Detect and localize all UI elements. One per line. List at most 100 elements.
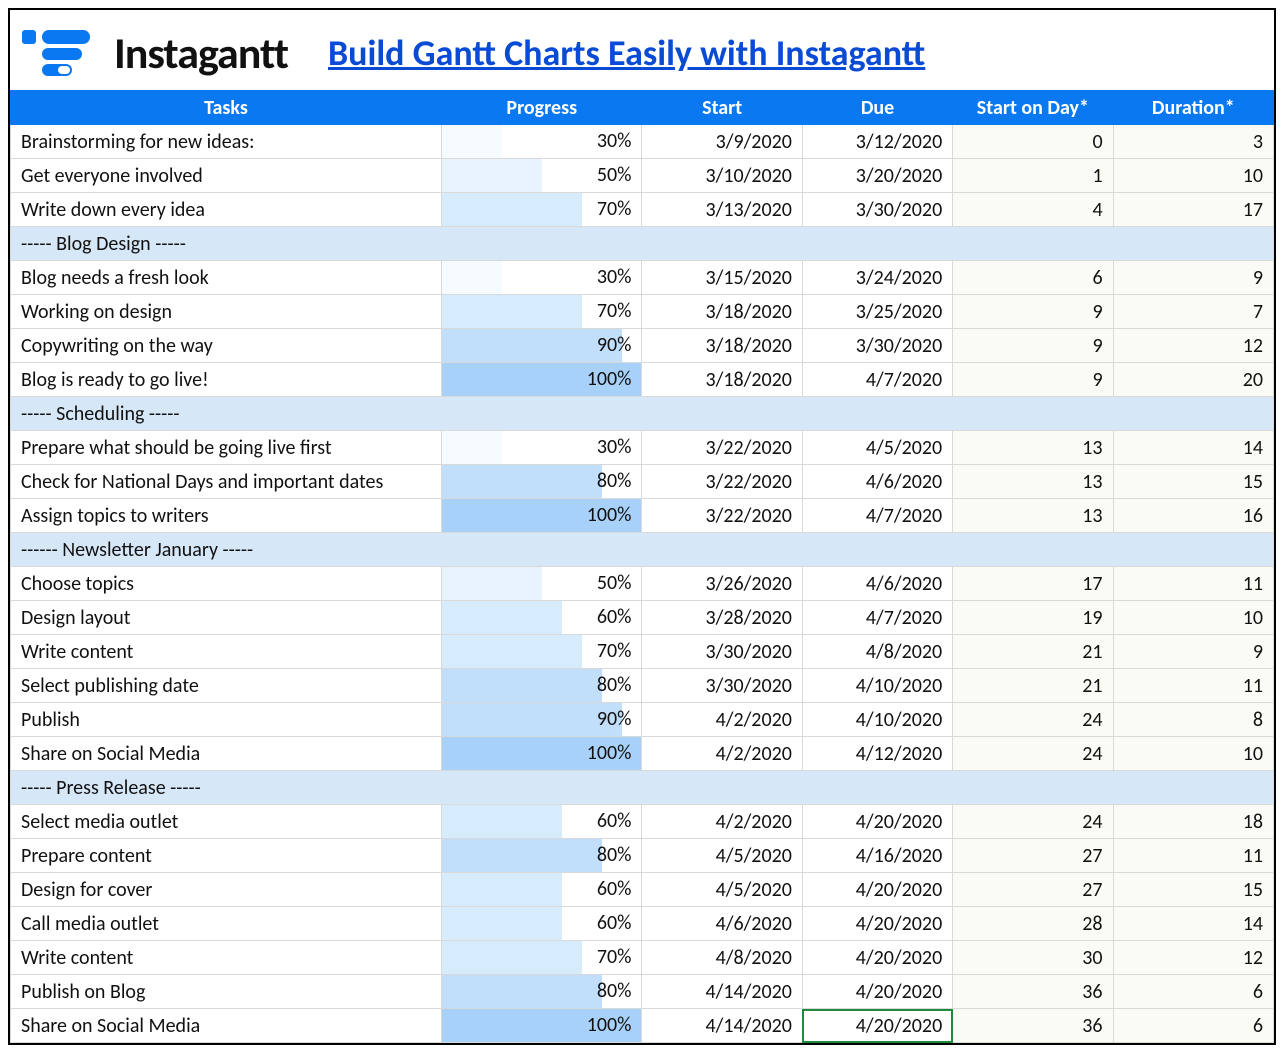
start-day-cell[interactable]: 17 (953, 567, 1113, 601)
table-row[interactable]: Write content70%3/30/20204/8/2020219 (11, 635, 1274, 669)
due-cell[interactable]: 4/10/2020 (802, 703, 952, 737)
task-cell[interactable]: Working on design (11, 295, 442, 329)
start-day-cell[interactable]: 9 (953, 295, 1113, 329)
start-cell[interactable]: 4/2/2020 (642, 737, 802, 771)
task-cell[interactable]: Design for cover (11, 873, 442, 907)
table-row[interactable]: Design for cover60%4/5/20204/20/20202715 (11, 873, 1274, 907)
start-cell[interactable]: 3/22/2020 (642, 431, 802, 465)
start-day-cell[interactable]: 24 (953, 737, 1113, 771)
start-day-cell[interactable]: 21 (953, 669, 1113, 703)
start-day-cell[interactable]: 24 (953, 805, 1113, 839)
table-row[interactable]: Working on design70%3/18/20203/25/202097 (11, 295, 1274, 329)
duration-cell[interactable]: 11 (1113, 839, 1273, 873)
duration-cell[interactable]: 7 (1113, 295, 1273, 329)
duration-cell[interactable]: 10 (1113, 737, 1273, 771)
start-cell[interactable]: 3/22/2020 (642, 465, 802, 499)
duration-cell[interactable]: 14 (1113, 431, 1273, 465)
progress-cell[interactable]: 70% (442, 193, 642, 227)
progress-cell[interactable]: 100% (442, 737, 642, 771)
table-row[interactable]: Prepare content80%4/5/20204/16/20202711 (11, 839, 1274, 873)
col-progress[interactable]: Progress (442, 91, 642, 125)
progress-cell[interactable]: 30% (442, 431, 642, 465)
start-cell[interactable]: 4/8/2020 (642, 941, 802, 975)
start-cell[interactable]: 3/26/2020 (642, 567, 802, 601)
start-day-cell[interactable]: 19 (953, 601, 1113, 635)
start-day-cell[interactable]: 13 (953, 465, 1113, 499)
table-row[interactable]: Blog is ready to go live!100%3/18/20204/… (11, 363, 1274, 397)
progress-cell[interactable]: 50% (442, 567, 642, 601)
duration-cell[interactable]: 6 (1113, 975, 1273, 1009)
section-label[interactable]: ----- Scheduling ----- (11, 397, 1274, 431)
progress-cell[interactable]: 70% (442, 295, 642, 329)
task-cell[interactable]: Write down every idea (11, 193, 442, 227)
progress-cell[interactable]: 80% (442, 669, 642, 703)
table-row[interactable]: Choose topics50%3/26/20204/6/20201711 (11, 567, 1274, 601)
headline-link[interactable]: Build Gantt Charts Easily with Instagant… (328, 31, 925, 75)
progress-cell[interactable]: 30% (442, 261, 642, 295)
start-cell[interactable]: 4/5/2020 (642, 839, 802, 873)
start-day-cell[interactable]: 0 (953, 125, 1113, 159)
start-cell[interactable]: 3/18/2020 (642, 329, 802, 363)
due-cell[interactable]: 4/6/2020 (802, 567, 952, 601)
start-cell[interactable]: 4/14/2020 (642, 1009, 802, 1043)
due-cell[interactable]: 4/7/2020 (802, 601, 952, 635)
due-cell[interactable]: 4/20/2020 (802, 941, 952, 975)
start-cell[interactable]: 3/22/2020 (642, 499, 802, 533)
task-cell[interactable]: Publish (11, 703, 442, 737)
table-row[interactable]: Blog needs a fresh look30%3/15/20203/24/… (11, 261, 1274, 295)
start-cell[interactable]: 3/30/2020 (642, 635, 802, 669)
table-row[interactable]: Check for National Days and important da… (11, 465, 1274, 499)
duration-cell[interactable]: 10 (1113, 601, 1273, 635)
task-cell[interactable]: Share on Social Media (11, 1009, 442, 1043)
duration-cell[interactable]: 20 (1113, 363, 1273, 397)
task-cell[interactable]: Choose topics (11, 567, 442, 601)
start-day-cell[interactable]: 36 (953, 1009, 1113, 1043)
progress-cell[interactable]: 80% (442, 975, 642, 1009)
table-row[interactable]: Select media outlet60%4/2/20204/20/20202… (11, 805, 1274, 839)
duration-cell[interactable]: 18 (1113, 805, 1273, 839)
start-day-cell[interactable]: 24 (953, 703, 1113, 737)
task-cell[interactable]: Get everyone involved (11, 159, 442, 193)
start-day-cell[interactable]: 27 (953, 839, 1113, 873)
table-row[interactable]: Prepare what should be going live first3… (11, 431, 1274, 465)
due-cell[interactable]: 4/20/2020 (802, 975, 952, 1009)
start-cell[interactable]: 4/2/2020 (642, 805, 802, 839)
col-due[interactable]: Due (802, 91, 952, 125)
section-label[interactable]: ----- Blog Design ----- (11, 227, 1274, 261)
start-day-cell[interactable]: 30 (953, 941, 1113, 975)
duration-cell[interactable]: 12 (1113, 329, 1273, 363)
start-day-cell[interactable]: 21 (953, 635, 1113, 669)
progress-cell[interactable]: 90% (442, 703, 642, 737)
duration-cell[interactable]: 16 (1113, 499, 1273, 533)
start-cell[interactable]: 4/14/2020 (642, 975, 802, 1009)
start-cell[interactable]: 3/10/2020 (642, 159, 802, 193)
col-duration[interactable]: Duration* (1113, 91, 1273, 125)
start-day-cell[interactable]: 4 (953, 193, 1113, 227)
due-cell[interactable]: 3/25/2020 (802, 295, 952, 329)
duration-cell[interactable]: 9 (1113, 261, 1273, 295)
start-day-cell[interactable]: 13 (953, 431, 1113, 465)
start-cell[interactable]: 3/9/2020 (642, 125, 802, 159)
duration-cell[interactable]: 15 (1113, 873, 1273, 907)
task-cell[interactable]: Prepare what should be going live first (11, 431, 442, 465)
task-cell[interactable]: Share on Social Media (11, 737, 442, 771)
progress-cell[interactable]: 60% (442, 805, 642, 839)
col-start[interactable]: Start (642, 91, 802, 125)
table-row[interactable]: Copywriting on the way90%3/18/20203/30/2… (11, 329, 1274, 363)
due-cell[interactable]: 4/6/2020 (802, 465, 952, 499)
due-cell[interactable]: 4/20/2020 (802, 1009, 952, 1043)
duration-cell[interactable]: 15 (1113, 465, 1273, 499)
duration-cell[interactable]: 3 (1113, 125, 1273, 159)
duration-cell[interactable]: 12 (1113, 941, 1273, 975)
due-cell[interactable]: 4/20/2020 (802, 805, 952, 839)
start-day-cell[interactable]: 9 (953, 329, 1113, 363)
progress-cell[interactable]: 100% (442, 363, 642, 397)
table-row[interactable]: Get everyone involved50%3/10/20203/20/20… (11, 159, 1274, 193)
start-day-cell[interactable]: 6 (953, 261, 1113, 295)
progress-cell[interactable]: 100% (442, 499, 642, 533)
section-row[interactable]: ----- Blog Design ----- (11, 227, 1274, 261)
due-cell[interactable]: 4/10/2020 (802, 669, 952, 703)
due-cell[interactable]: 4/16/2020 (802, 839, 952, 873)
task-cell[interactable]: Write content (11, 941, 442, 975)
start-cell[interactable]: 3/30/2020 (642, 669, 802, 703)
